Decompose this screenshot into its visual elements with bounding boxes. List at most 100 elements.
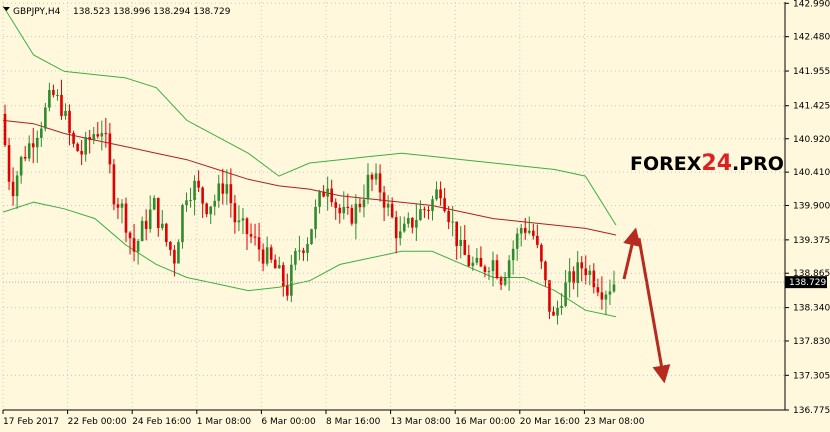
candle-body [536,235,539,245]
current-price-marker: 138.729 [3,276,827,289]
candle-body [64,110,67,116]
x-axis-ticks: 17 Feb 2017 22 Feb 00:00 24 Feb 16:00 1 Mar… [2,410,645,427]
current-price-box [785,276,827,289]
candle-body [310,229,313,244]
candle-body [346,206,350,209]
candle-body [338,207,342,214]
candle-body [27,143,31,159]
candle-body [104,133,108,135]
candle-body [431,199,434,211]
candle-body [241,218,245,221]
candle-body [503,277,507,285]
forecast-arrows [622,227,671,384]
candlesticks [3,79,616,325]
candle-body [249,234,253,237]
candle-body [23,156,27,159]
candle-body [495,260,499,279]
candle-body [491,260,495,272]
candle-body [318,191,321,207]
candle-body [229,184,233,204]
candle-body [544,261,547,281]
bollinger-bands [2,5,617,318]
candle-body [455,221,459,247]
candle-body [560,305,563,308]
candle-body [100,133,104,137]
candle-body [366,174,370,200]
grid-lines [2,2,785,411]
candle-body [19,156,23,176]
candle-body [298,250,301,252]
candle-body [402,223,406,232]
x-tick-label: 20 Mar 16:00 [520,417,580,427]
bollinger-upper-line [2,5,617,226]
candle-body [475,257,479,263]
candle-body [92,134,96,140]
candle-body [261,249,265,264]
candle-body [108,133,112,165]
candle-body [608,291,612,295]
candle-body [479,257,483,267]
y-tick-label: 141.955 [793,67,830,77]
candle-body [483,266,487,272]
candle-body [532,230,535,236]
candle-body [580,262,584,269]
candle-body [286,285,289,296]
forecast-arrow-down [637,237,671,384]
candle-body [423,209,426,211]
candle-body [160,223,164,229]
candle-body [467,254,471,267]
candle-body [354,203,358,224]
moving-average [2,119,617,236]
candle-body [407,217,410,224]
candle-body [52,90,55,95]
candle-body [378,173,382,193]
y-tick-label: 140.410 [793,168,830,178]
candle-body [156,197,160,229]
x-tick-label: 6 Mar 00:00 [261,417,316,427]
candle-body [144,220,148,229]
candle-body [201,187,204,204]
candle-body [40,128,43,138]
candle-body [213,200,217,207]
candle-body [487,271,491,273]
candle-body [588,270,592,276]
y-tick-label: 137.830 [793,337,830,347]
candle-body [140,220,144,242]
candle-body [72,132,75,144]
y-tick-label: 138.865 [793,269,830,279]
x-tick-label: 22 Feb 00:00 [68,417,127,427]
candle-body [519,228,523,234]
candle-body [205,203,208,215]
candle-body [314,206,317,230]
candle-body [370,174,374,180]
candle-body [374,173,378,180]
candle-body [185,200,188,206]
candle-body [411,217,414,228]
candle-body [306,243,309,253]
candle-body [427,209,430,211]
candle-body [124,203,128,233]
candle-body [459,239,463,247]
candle-body [15,175,19,197]
candle-body [148,209,152,229]
candle-body [471,262,475,267]
candle-body [281,265,285,286]
candle-body [7,145,11,182]
candle-body [415,220,418,228]
y-axis-ticks: 142.990 142.480 141.955 141.425 140.920 140.4… [785,0,830,416]
candle-body [515,233,519,249]
candle-body [556,307,559,316]
candle-body [68,110,71,133]
candle-body [600,292,604,300]
dropdown-triangle-icon[interactable] [3,7,10,11]
candle-body [334,202,338,208]
candle-body [294,250,297,265]
candle-body [443,198,446,212]
candle-body [290,264,293,296]
candle-body [507,260,511,278]
candle-body [592,270,596,288]
candle-body [382,192,386,208]
candle-body [84,137,87,155]
